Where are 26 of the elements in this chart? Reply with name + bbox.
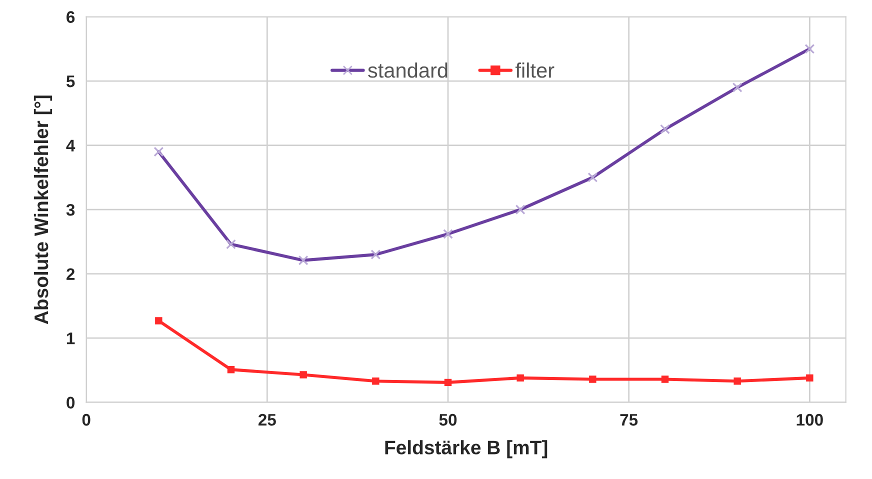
y-tick-label: 4	[66, 140, 76, 152]
point	[661, 376, 669, 383]
point	[155, 317, 162, 324]
y-tick-label: 0	[66, 396, 75, 409]
x-tick-label: 75	[620, 414, 638, 426]
x-tick-label: 100	[796, 414, 823, 426]
y-tick-label: 1	[67, 332, 75, 344]
x-tick-label: 0	[82, 414, 90, 426]
x-axis-title: Feldstärke B [mT]	[385, 440, 548, 458]
y-tick-label: 2	[66, 268, 75, 280]
x-tick-label: 50	[439, 414, 457, 426]
legend-label: filter	[515, 62, 554, 78]
point	[372, 378, 380, 385]
point	[806, 374, 814, 382]
y-axis-title: Absolute Winkelfehler [°]	[34, 96, 52, 324]
legend-label: standard	[368, 62, 448, 78]
y-tick-label: 3	[66, 204, 75, 216]
x-tick-label: 25	[258, 414, 276, 426]
point	[734, 378, 741, 385]
y-tick-label: 6	[66, 11, 75, 23]
y-tick-label: 5	[66, 76, 75, 88]
point	[300, 371, 307, 378]
point	[516, 374, 524, 382]
point	[444, 378, 452, 386]
point	[589, 376, 596, 383]
point	[227, 366, 235, 374]
